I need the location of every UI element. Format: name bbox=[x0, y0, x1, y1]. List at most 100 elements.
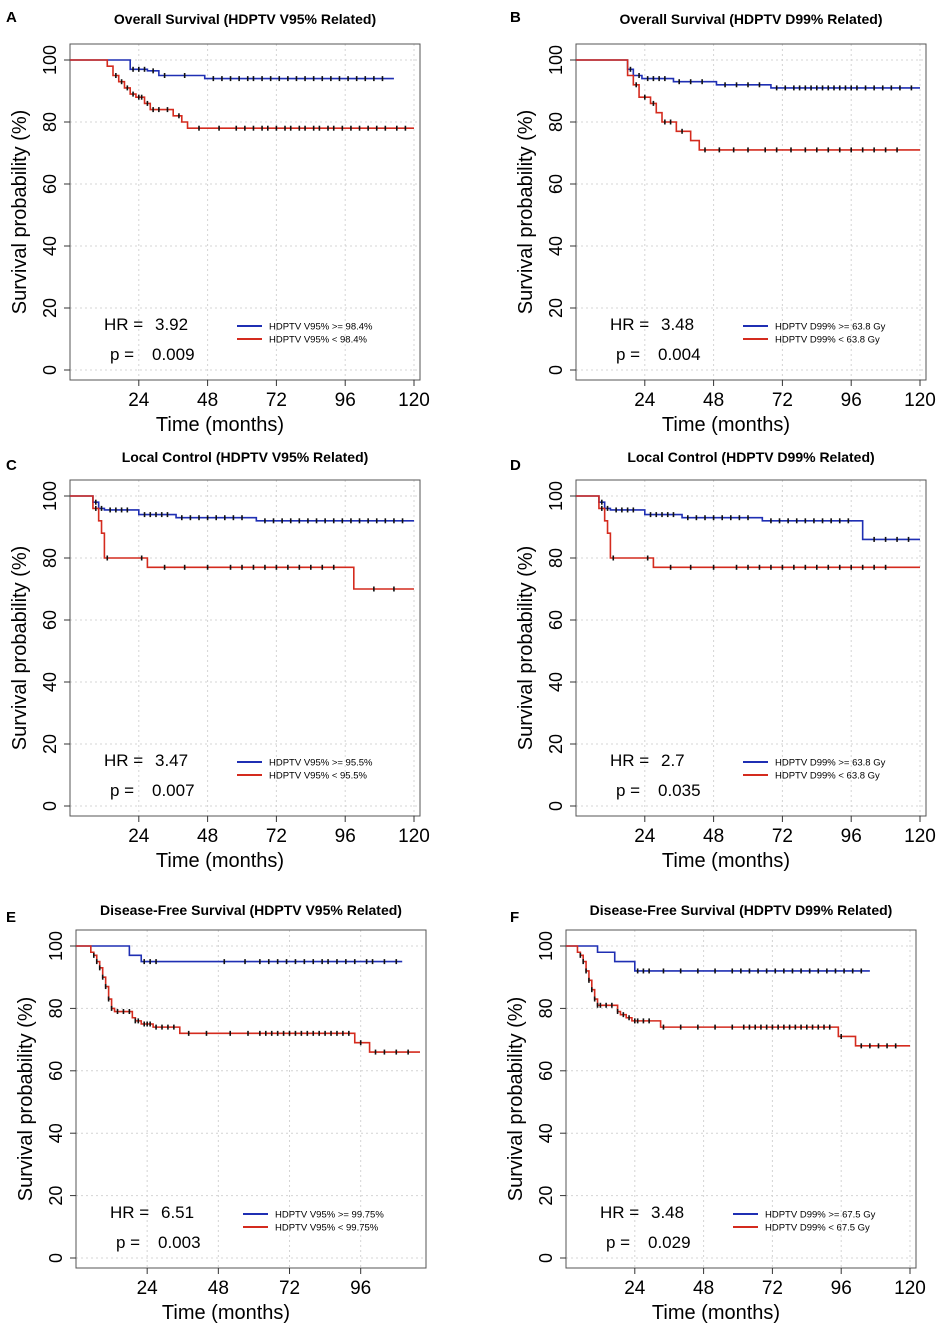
legend-entry: HDPTV V95% < 99.75% bbox=[275, 1223, 379, 1234]
x-tick-label: 96 bbox=[841, 390, 862, 411]
x-tick-label: 120 bbox=[894, 1278, 926, 1299]
hr-label: HR = bbox=[110, 1203, 149, 1222]
x-tick-label: 24 bbox=[634, 390, 656, 411]
y-tick-label: 80 bbox=[546, 112, 566, 132]
x-axis-label: Time (months) bbox=[156, 414, 284, 436]
y-tick-label: 0 bbox=[40, 365, 60, 375]
x-tick-label: 96 bbox=[335, 826, 356, 847]
x-axis-label: Time (months) bbox=[652, 1302, 780, 1324]
plot-frame bbox=[69, 43, 421, 381]
y-tick-label: 0 bbox=[546, 365, 566, 375]
x-tick-label: 120 bbox=[398, 390, 430, 411]
hr-label: HR = bbox=[104, 751, 143, 770]
panel-c: C Local Control (HDPTV V95% Related) 0 20 40… bbox=[6, 449, 430, 872]
x-tick-label: 24 bbox=[137, 1278, 159, 1299]
series-low-curve bbox=[70, 495, 414, 590]
y-tick-label: 80 bbox=[536, 998, 556, 1018]
y-tick-label: 40 bbox=[46, 1123, 66, 1143]
x-tick-label: 120 bbox=[904, 826, 936, 847]
hr-label: HR = bbox=[104, 315, 143, 334]
x-tick-label: 48 bbox=[197, 390, 218, 411]
panel-letter: B bbox=[510, 9, 521, 26]
y-tick-label: 40 bbox=[536, 1123, 556, 1143]
y-tick-label: 60 bbox=[546, 610, 566, 630]
y-axis-label: Survival probability (%) bbox=[505, 997, 527, 1202]
plot-frame bbox=[575, 43, 927, 381]
x-axis-label: Time (months) bbox=[162, 1302, 290, 1324]
hr-value: 3.92 bbox=[155, 315, 188, 334]
y-tick-label: 0 bbox=[536, 1253, 556, 1263]
y-tick-label: 60 bbox=[46, 1061, 66, 1081]
y-tick-label: 20 bbox=[46, 1186, 66, 1206]
y-tick-label: 20 bbox=[546, 734, 566, 754]
hr-value: 6.51 bbox=[161, 1203, 194, 1222]
x-tick-label: 24 bbox=[128, 826, 150, 847]
panel-letter: A bbox=[6, 9, 17, 26]
chart-title: Disease-Free Survival (HDPTV D99% Relate… bbox=[590, 902, 893, 918]
p-value: 0.009 bbox=[152, 345, 195, 364]
x-tick-label: 72 bbox=[762, 1278, 783, 1299]
x-axis-label: Time (months) bbox=[662, 850, 790, 872]
plot-frame bbox=[69, 479, 421, 817]
x-tick-label: 48 bbox=[197, 826, 218, 847]
chart-title: Local Control (HDPTV V95% Related) bbox=[122, 449, 369, 465]
y-axis-label: Survival probability (%) bbox=[15, 997, 37, 1202]
y-tick-label: 60 bbox=[40, 610, 60, 630]
y-tick-label: 40 bbox=[40, 236, 60, 256]
y-tick-label: 20 bbox=[546, 298, 566, 318]
series-high-curve bbox=[566, 945, 870, 972]
p-label: p = bbox=[606, 1233, 630, 1252]
y-tick-label: 20 bbox=[40, 298, 60, 318]
chart-title: Disease-Free Survival (HDPTV V95% Relate… bbox=[100, 902, 402, 918]
p-value: 0.007 bbox=[152, 781, 195, 800]
x-tick-label: 72 bbox=[279, 1278, 300, 1299]
x-tick-label: 96 bbox=[335, 390, 356, 411]
hr-value: 3.48 bbox=[651, 1203, 684, 1222]
y-tick-label: 40 bbox=[546, 236, 566, 256]
p-value: 0.035 bbox=[658, 781, 701, 800]
x-axis-label: Time (months) bbox=[662, 414, 790, 436]
y-tick-label: 80 bbox=[546, 548, 566, 568]
y-tick-label: 0 bbox=[46, 1253, 66, 1263]
plot-frame bbox=[75, 929, 427, 1269]
p-label: p = bbox=[616, 345, 640, 364]
panel-e: E Disease-Free Survival (HDPTV V95% Relat… bbox=[6, 902, 427, 1324]
legend-entry: HDPTV D99% < 63.8 Gy bbox=[775, 771, 880, 782]
panel-f: F Disease-Free Survival (HDPTV D99% Relat… bbox=[505, 902, 926, 1324]
legend-entry: HDPTV V95% < 98.4% bbox=[269, 335, 368, 346]
panel-b: B Overall Survival (HDPTV D99% Related) 0 2… bbox=[510, 9, 936, 436]
x-tick-label: 48 bbox=[703, 390, 724, 411]
x-tick-label: 72 bbox=[772, 390, 793, 411]
series-low-curve bbox=[70, 59, 414, 129]
y-tick-label: 80 bbox=[40, 548, 60, 568]
y-tick-label: 40 bbox=[546, 672, 566, 692]
legend-entry: HDPTV D99% < 67.5 Gy bbox=[765, 1223, 870, 1234]
hr-label: HR = bbox=[610, 315, 649, 334]
y-tick-label: 100 bbox=[536, 931, 556, 961]
y-tick-label: 100 bbox=[546, 45, 566, 75]
legend-entry: HDPTV V95% >= 95.5% bbox=[269, 758, 373, 769]
x-tick-label: 120 bbox=[904, 390, 936, 411]
legend-entry: HDPTV D99% >= 63.8 Gy bbox=[775, 322, 886, 333]
panel-letter: D bbox=[510, 457, 521, 474]
series-low-curve bbox=[566, 945, 910, 1047]
x-tick-label: 96 bbox=[831, 1278, 852, 1299]
legend-entry: HDPTV V95% >= 99.75% bbox=[275, 1210, 384, 1221]
chart-title: Local Control (HDPTV D99% Related) bbox=[627, 449, 874, 465]
x-tick-label: 96 bbox=[350, 1278, 371, 1299]
y-tick-label: 80 bbox=[40, 112, 60, 132]
y-tick-label: 100 bbox=[546, 481, 566, 511]
plot-frame bbox=[575, 479, 927, 817]
p-label: p = bbox=[110, 781, 134, 800]
y-axis-label: Survival probability (%) bbox=[515, 110, 537, 315]
x-tick-label: 72 bbox=[266, 390, 287, 411]
y-axis-label: Survival probability (%) bbox=[515, 546, 537, 751]
panel-letter: C bbox=[6, 457, 17, 474]
p-label: p = bbox=[110, 345, 134, 364]
hr-value: 3.48 bbox=[661, 315, 694, 334]
y-tick-label: 80 bbox=[46, 998, 66, 1018]
y-tick-label: 40 bbox=[40, 672, 60, 692]
legend-entry: HDPTV V95% >= 98.4% bbox=[269, 322, 373, 333]
y-tick-label: 100 bbox=[46, 931, 66, 961]
